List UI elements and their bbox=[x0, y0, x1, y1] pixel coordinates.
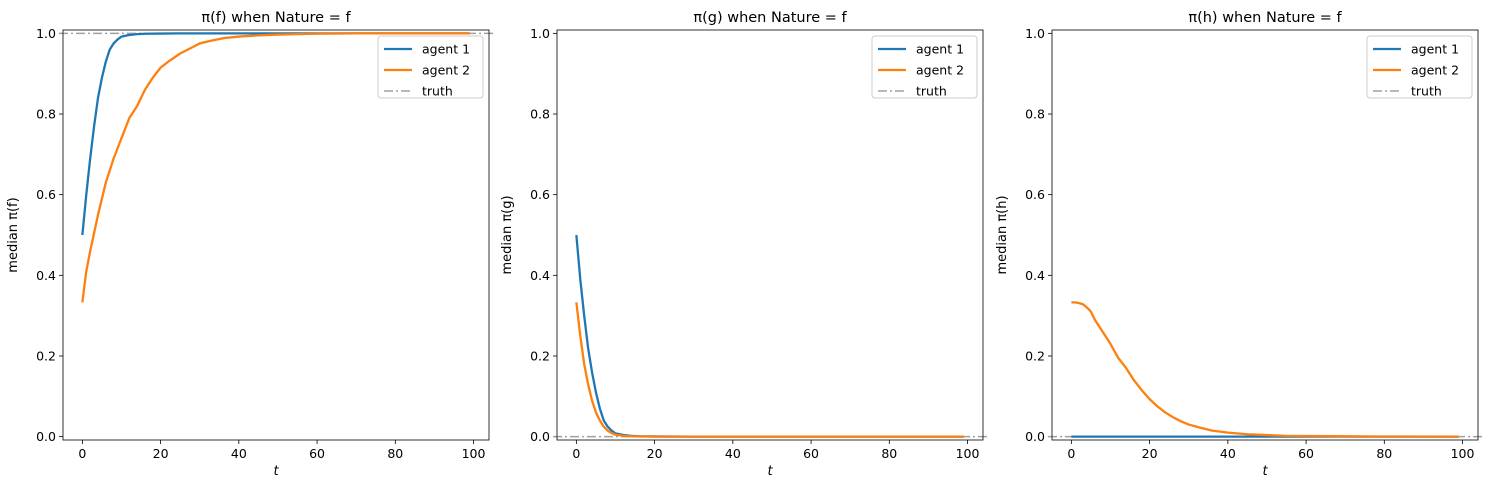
plot-frame bbox=[62, 29, 490, 441]
x-tick-label: 40 bbox=[1220, 446, 1236, 461]
x-tick-label: 60 bbox=[1298, 446, 1314, 461]
plot-frame bbox=[556, 29, 984, 441]
y-tick-label: 1.0 bbox=[1025, 26, 1045, 41]
legend-label: agent 1 bbox=[1411, 42, 1459, 57]
chart-panel-pi-f: 0 20 40 60 80 100 0.0 0.2 0.4 0.6 0.8 1.0 π(f) when … bbox=[6, 10, 495, 479]
y-tick-label: 0.0 bbox=[530, 429, 550, 444]
y-tick-label: 0.6 bbox=[1025, 187, 1045, 202]
y-axis-label: median π(g) bbox=[500, 195, 515, 274]
x-tick-label: 0 bbox=[572, 446, 580, 461]
chart-title: π(h) when Nature = f bbox=[1188, 10, 1342, 26]
series-line-agent-1 bbox=[575, 234, 964, 438]
y-tick-label: 1.0 bbox=[36, 26, 56, 41]
legend-label: agent 1 bbox=[422, 42, 470, 57]
x-tick-label: 0 bbox=[1067, 446, 1075, 461]
x-tick-label: 80 bbox=[881, 446, 897, 461]
series-line-agent-2 bbox=[81, 32, 470, 303]
x-tick-label: 60 bbox=[309, 446, 325, 461]
x-tick-label: 20 bbox=[647, 446, 663, 461]
x-tick-label: 100 bbox=[462, 446, 486, 461]
x-tick-label: 60 bbox=[803, 446, 819, 461]
x-tick-label: 20 bbox=[1142, 446, 1158, 461]
x-axis-label: t bbox=[273, 464, 279, 479]
y-tick-label: 0.8 bbox=[530, 107, 550, 122]
x-tick-label: 40 bbox=[725, 446, 741, 461]
legend-label: agent 2 bbox=[916, 63, 964, 78]
y-axis-label: median π(h) bbox=[995, 195, 1010, 274]
y-tick-label: 0.0 bbox=[1025, 429, 1045, 444]
x-axis-label: t bbox=[767, 464, 773, 479]
y-tick-label: 0.8 bbox=[1025, 107, 1045, 122]
y-tick-label: 0.2 bbox=[36, 348, 56, 363]
x-tick-label: 0 bbox=[78, 446, 86, 461]
legend-box bbox=[871, 35, 978, 99]
y-tick-label: 0.2 bbox=[1025, 348, 1045, 363]
chart-panel-pi-g: 0 20 40 60 80 100 0.0 0.2 0.4 0.6 0.8 1.0 π(g) when … bbox=[500, 10, 989, 479]
y-tick-label: 0.6 bbox=[36, 187, 56, 202]
x-tick-label: 20 bbox=[153, 446, 169, 461]
legend-label: agent 2 bbox=[1411, 63, 1459, 78]
y-tick-label: 1.0 bbox=[530, 26, 550, 41]
y-tick-label: 0.2 bbox=[530, 348, 550, 363]
legend-label: truth bbox=[1411, 84, 1442, 99]
series-line-agent-1 bbox=[81, 32, 470, 236]
x-tick-label: 80 bbox=[1376, 446, 1392, 461]
y-tick-label: 0.8 bbox=[36, 107, 56, 122]
chart-title: π(f) when Nature = f bbox=[201, 10, 351, 26]
x-tick-label: 100 bbox=[1451, 446, 1475, 461]
series-line-agent-2 bbox=[1071, 301, 1459, 438]
legend-box bbox=[377, 35, 484, 99]
legend-label: agent 2 bbox=[422, 63, 470, 78]
x-tick-label: 100 bbox=[956, 446, 980, 461]
chart-title: π(g) when Nature = f bbox=[693, 10, 847, 26]
legend: agent 1 agent 2 truth bbox=[377, 35, 484, 99]
legend-box bbox=[1366, 35, 1473, 99]
legend: agent 1 agent 2 truth bbox=[871, 35, 978, 99]
y-tick-label: 0.4 bbox=[530, 268, 550, 283]
legend: agent 1 agent 2 truth bbox=[1366, 35, 1473, 99]
x-tick-label: 80 bbox=[387, 446, 403, 461]
y-tick-label: 0.4 bbox=[36, 268, 56, 283]
legend-label: truth bbox=[916, 84, 947, 99]
plot-frame bbox=[1051, 29, 1479, 441]
legend-label: truth bbox=[422, 84, 453, 99]
chart-panel-pi-h: 0 20 40 60 80 100 0.0 0.2 0.4 0.6 0.8 1.0 π(h) when … bbox=[995, 10, 1484, 479]
y-tick-label: 0.4 bbox=[1025, 268, 1045, 283]
x-axis-label: t bbox=[1262, 464, 1268, 479]
y-axis-label: median π(f) bbox=[6, 197, 21, 272]
y-tick-label: 0.0 bbox=[36, 429, 56, 444]
legend-label: agent 1 bbox=[916, 42, 964, 57]
y-tick-label: 0.6 bbox=[530, 187, 550, 202]
x-tick-label: 40 bbox=[231, 446, 247, 461]
series-line-agent-2 bbox=[575, 302, 964, 438]
